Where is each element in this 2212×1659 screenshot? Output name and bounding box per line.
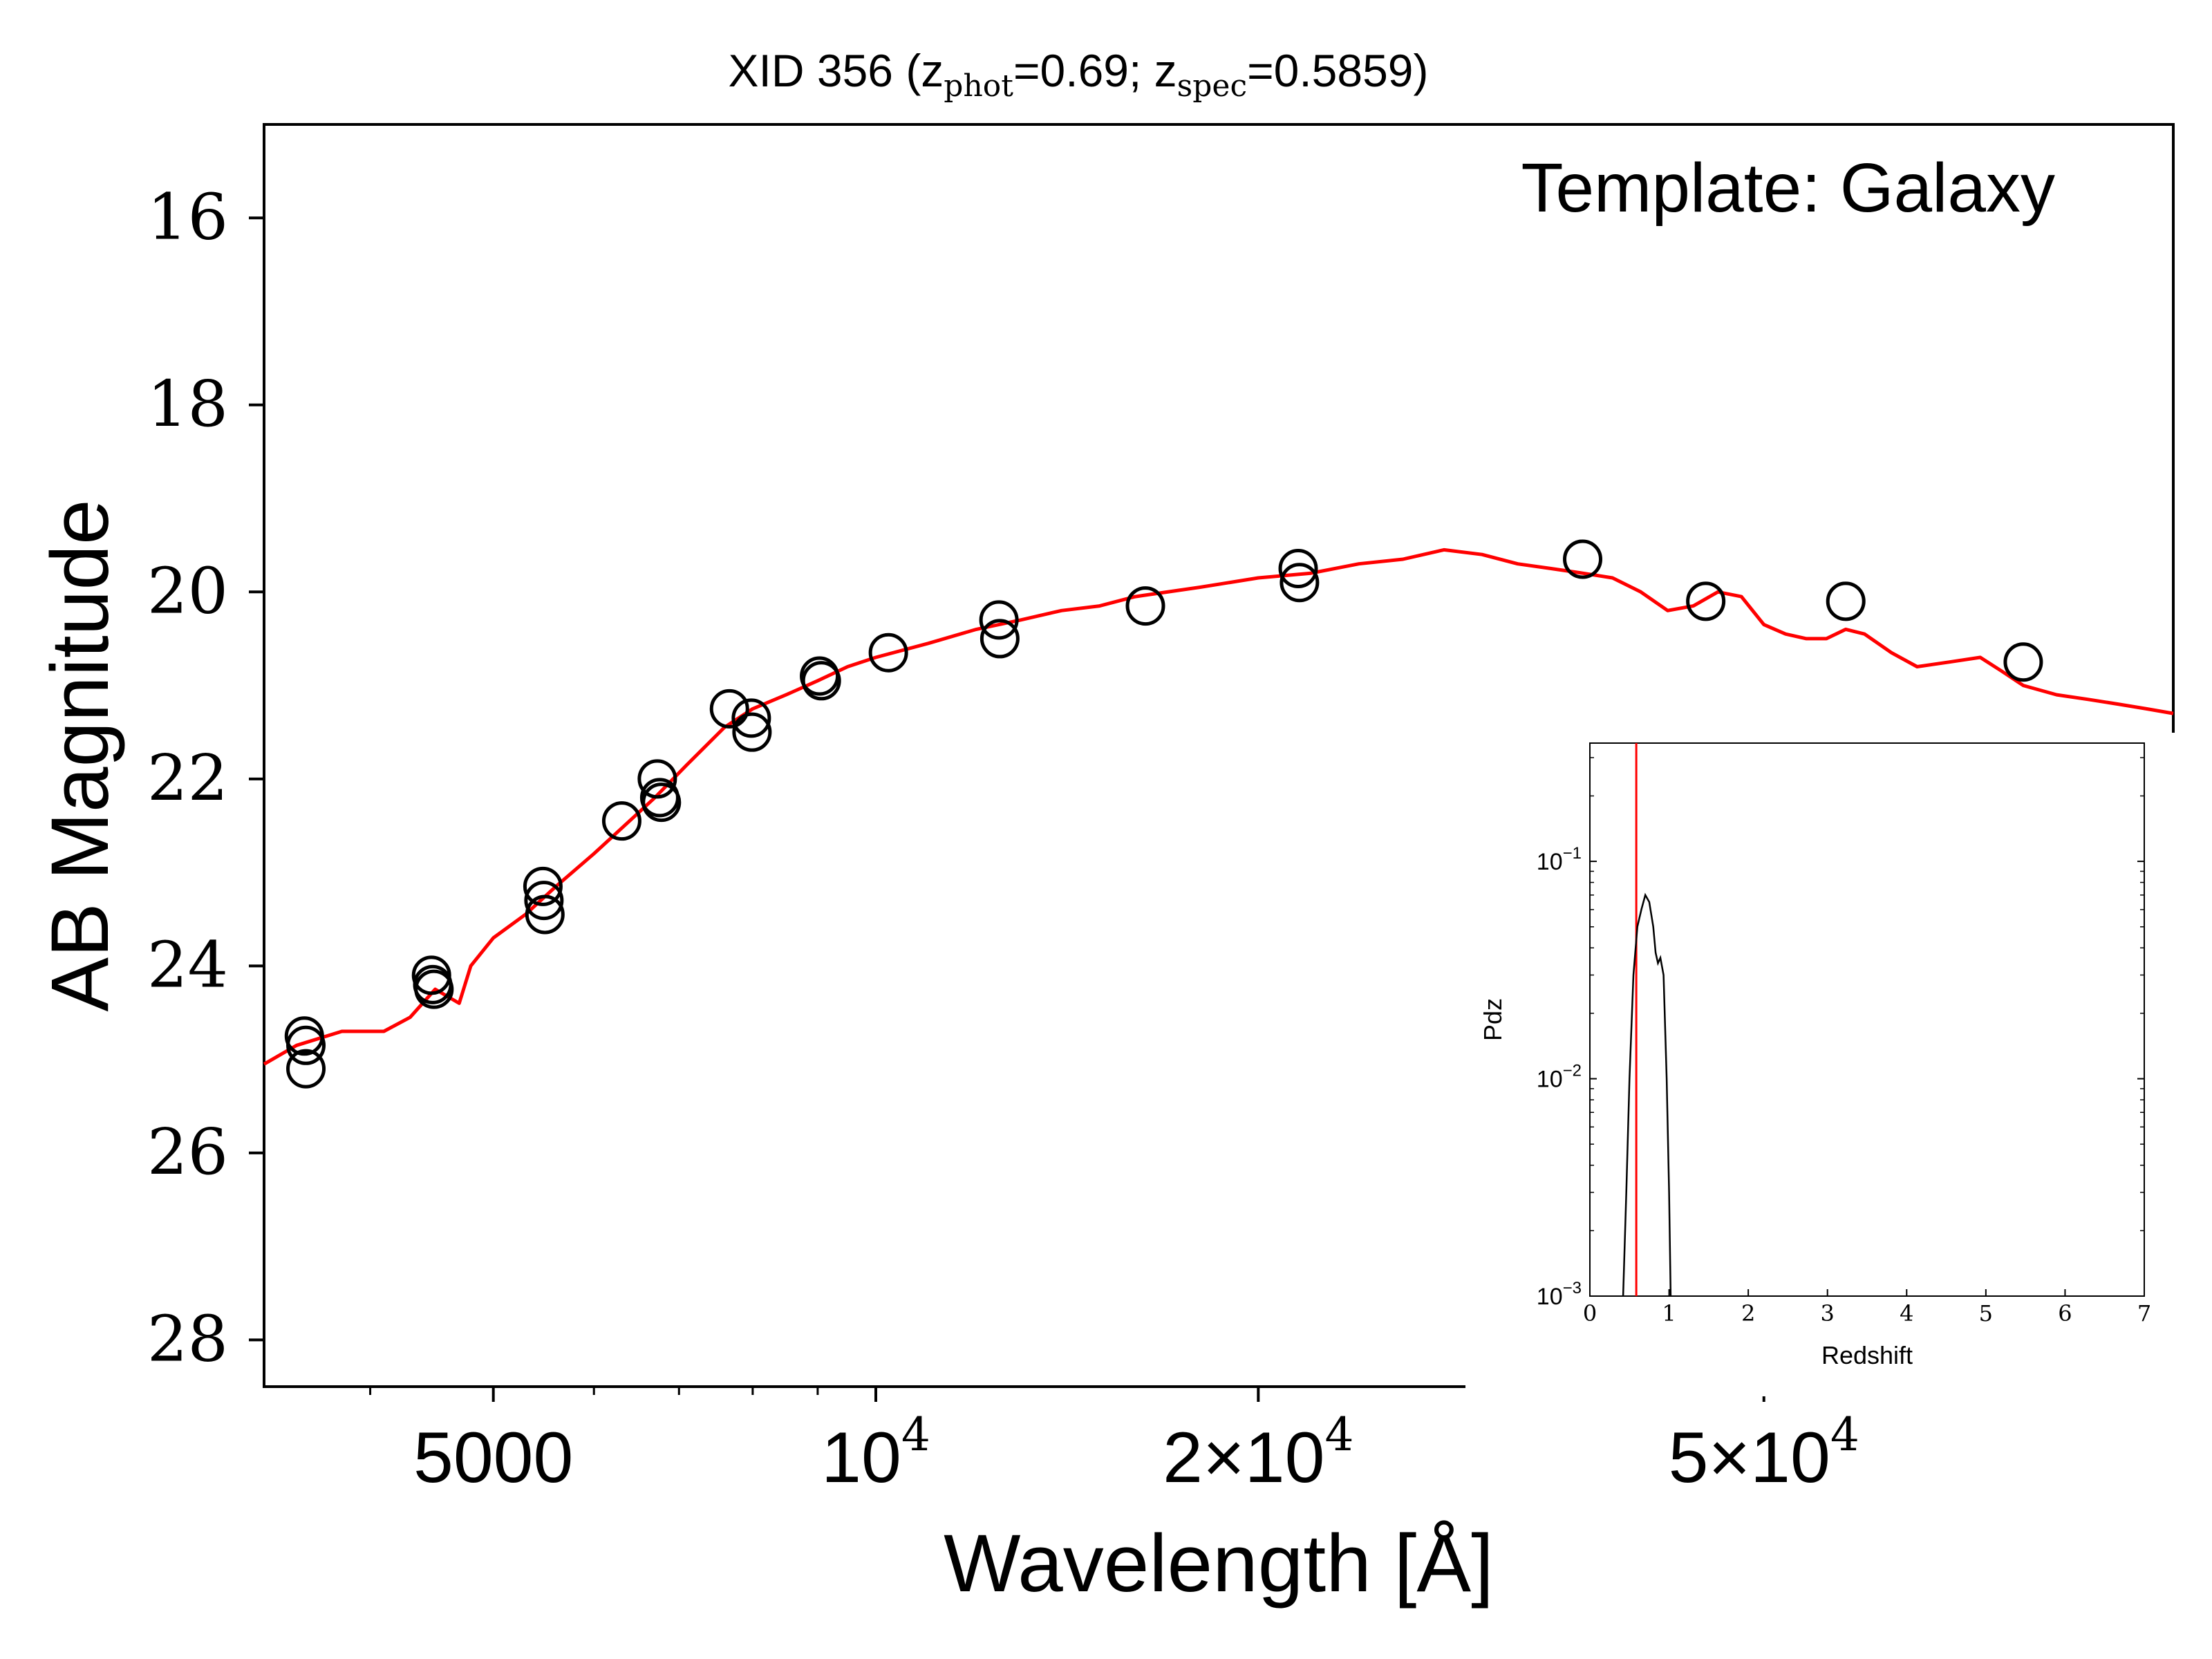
inset-background (1465, 733, 2177, 1396)
inset-y-tick-base: 10 (1537, 1067, 1563, 1093)
y-tick-label: 20 (147, 554, 228, 628)
photometry-point (709, 688, 749, 729)
template-line (263, 547, 2174, 1066)
photometry-point (1686, 581, 1726, 621)
inset-x-tick-label: 1 (1662, 1300, 1676, 1327)
template-series (263, 547, 2174, 1066)
y-tick-label: 16 (147, 180, 228, 254)
inset-y-tick-label: 10−2 (1537, 1062, 1582, 1093)
photometry-point (601, 801, 641, 841)
pdz-curve (1622, 892, 1672, 1297)
y-tick-label: 22 (147, 741, 228, 815)
photometry-point (286, 1049, 326, 1089)
x-tick-label: 5000 (413, 1418, 573, 1498)
chart-title: XID 356 (zphot=0.69; zspec=0.5859) (729, 45, 1429, 104)
x-tick-exp: 4 (1830, 1408, 1859, 1461)
photometry-point (732, 712, 772, 752)
inset-x-tick-label: 3 (1821, 1300, 1835, 1327)
x-tick-label: 2×104 (1163, 1408, 1353, 1498)
photometry-point (980, 619, 1020, 659)
pdz-inset: 0 1 2 3 4 5 6 710−110−210−3 Redshift Pdz (1465, 733, 2177, 1396)
inset-y-tick-exp: −2 (1563, 1062, 1582, 1080)
title-suffix: =0.5859) (1247, 45, 1428, 96)
inset-y-tick-label: 10−3 (1537, 1279, 1582, 1310)
photometry-point (1278, 548, 1318, 588)
x-tick-base: 5000 (413, 1418, 573, 1498)
photometry-point (2003, 642, 2043, 682)
photometry-point (1280, 563, 1320, 603)
photometry-point (1826, 581, 1866, 621)
photometry-point (637, 759, 677, 799)
x-tick-label: 5×104 (1669, 1408, 1859, 1498)
photometry-point (523, 866, 563, 906)
inset-x-tick-label: 4 (1900, 1300, 1913, 1327)
y-axis-label: AB Magnitude (35, 499, 126, 1011)
inset-axes-frame (1589, 742, 2145, 1297)
photometry-point (979, 600, 1019, 640)
inset-x-tick-label: 7 (2137, 1300, 2151, 1327)
template-annotation: Template: Galaxy (1521, 149, 2055, 227)
inset-x-tick-label: 6 (2058, 1300, 2072, 1327)
photometry-point (414, 969, 454, 1009)
y-tick-label: 28 (147, 1302, 228, 1376)
y-tick-label: 18 (147, 367, 228, 441)
y-axis-ticks: 16 18 20 22 24 26 28 (147, 180, 264, 1376)
inset-ticks: 0 1 2 3 4 5 6 710−110−210−3 (1537, 757, 2151, 1327)
y-tick-label: 24 (147, 928, 228, 1002)
title-prefix: XID 356 (z (729, 45, 944, 96)
x-tick-exp: 4 (901, 1408, 930, 1461)
y-tick-label: 26 (147, 1115, 228, 1189)
x-axis-label: Wavelength [Å] (944, 1518, 1494, 1609)
photometry-point (868, 632, 908, 673)
x-tick-exp: 4 (1324, 1408, 1353, 1461)
photometry-point (286, 1025, 326, 1065)
photometry-point (1563, 539, 1603, 579)
x-tick-base: 2×10 (1163, 1418, 1324, 1498)
photometry-point (525, 894, 565, 935)
x-tick-base: 10 (821, 1418, 901, 1498)
photometry-point (731, 698, 771, 738)
inset-y-tick-base: 10 (1537, 849, 1563, 875)
inset-y-tick-base: 10 (1537, 1284, 1563, 1310)
inset-y-tick-exp: −1 (1563, 844, 1582, 863)
photometry-point (641, 782, 682, 823)
title-sub-phot: phot (944, 68, 1013, 104)
x-axis-ticks: 5000 104 2×104 5×104 (369, 1387, 2148, 1498)
photometry-point (801, 661, 841, 701)
title-sub-spec: spec (1177, 68, 1247, 104)
inset-x-tick-label: 5 (1979, 1300, 1993, 1327)
inset-y-label: Pdz (1479, 998, 1507, 1041)
photometry-point (524, 881, 564, 921)
photometry-point (1125, 586, 1165, 626)
photometry-series (284, 539, 2043, 1089)
x-tick-label: 104 (821, 1408, 930, 1498)
title-mid: =0.69; z (1013, 45, 1177, 96)
inset-x-label: Redshift (1821, 1341, 1913, 1369)
inset-y-tick-label: 10−1 (1537, 844, 1582, 875)
inset-y-tick-exp: −3 (1563, 1279, 1582, 1297)
inset-x-tick-label: 0 (1583, 1300, 1597, 1327)
x-tick-base: 5×10 (1669, 1418, 1830, 1498)
inset-x-tick-label: 2 (1741, 1300, 1755, 1327)
inset-plot (1622, 743, 1672, 1297)
